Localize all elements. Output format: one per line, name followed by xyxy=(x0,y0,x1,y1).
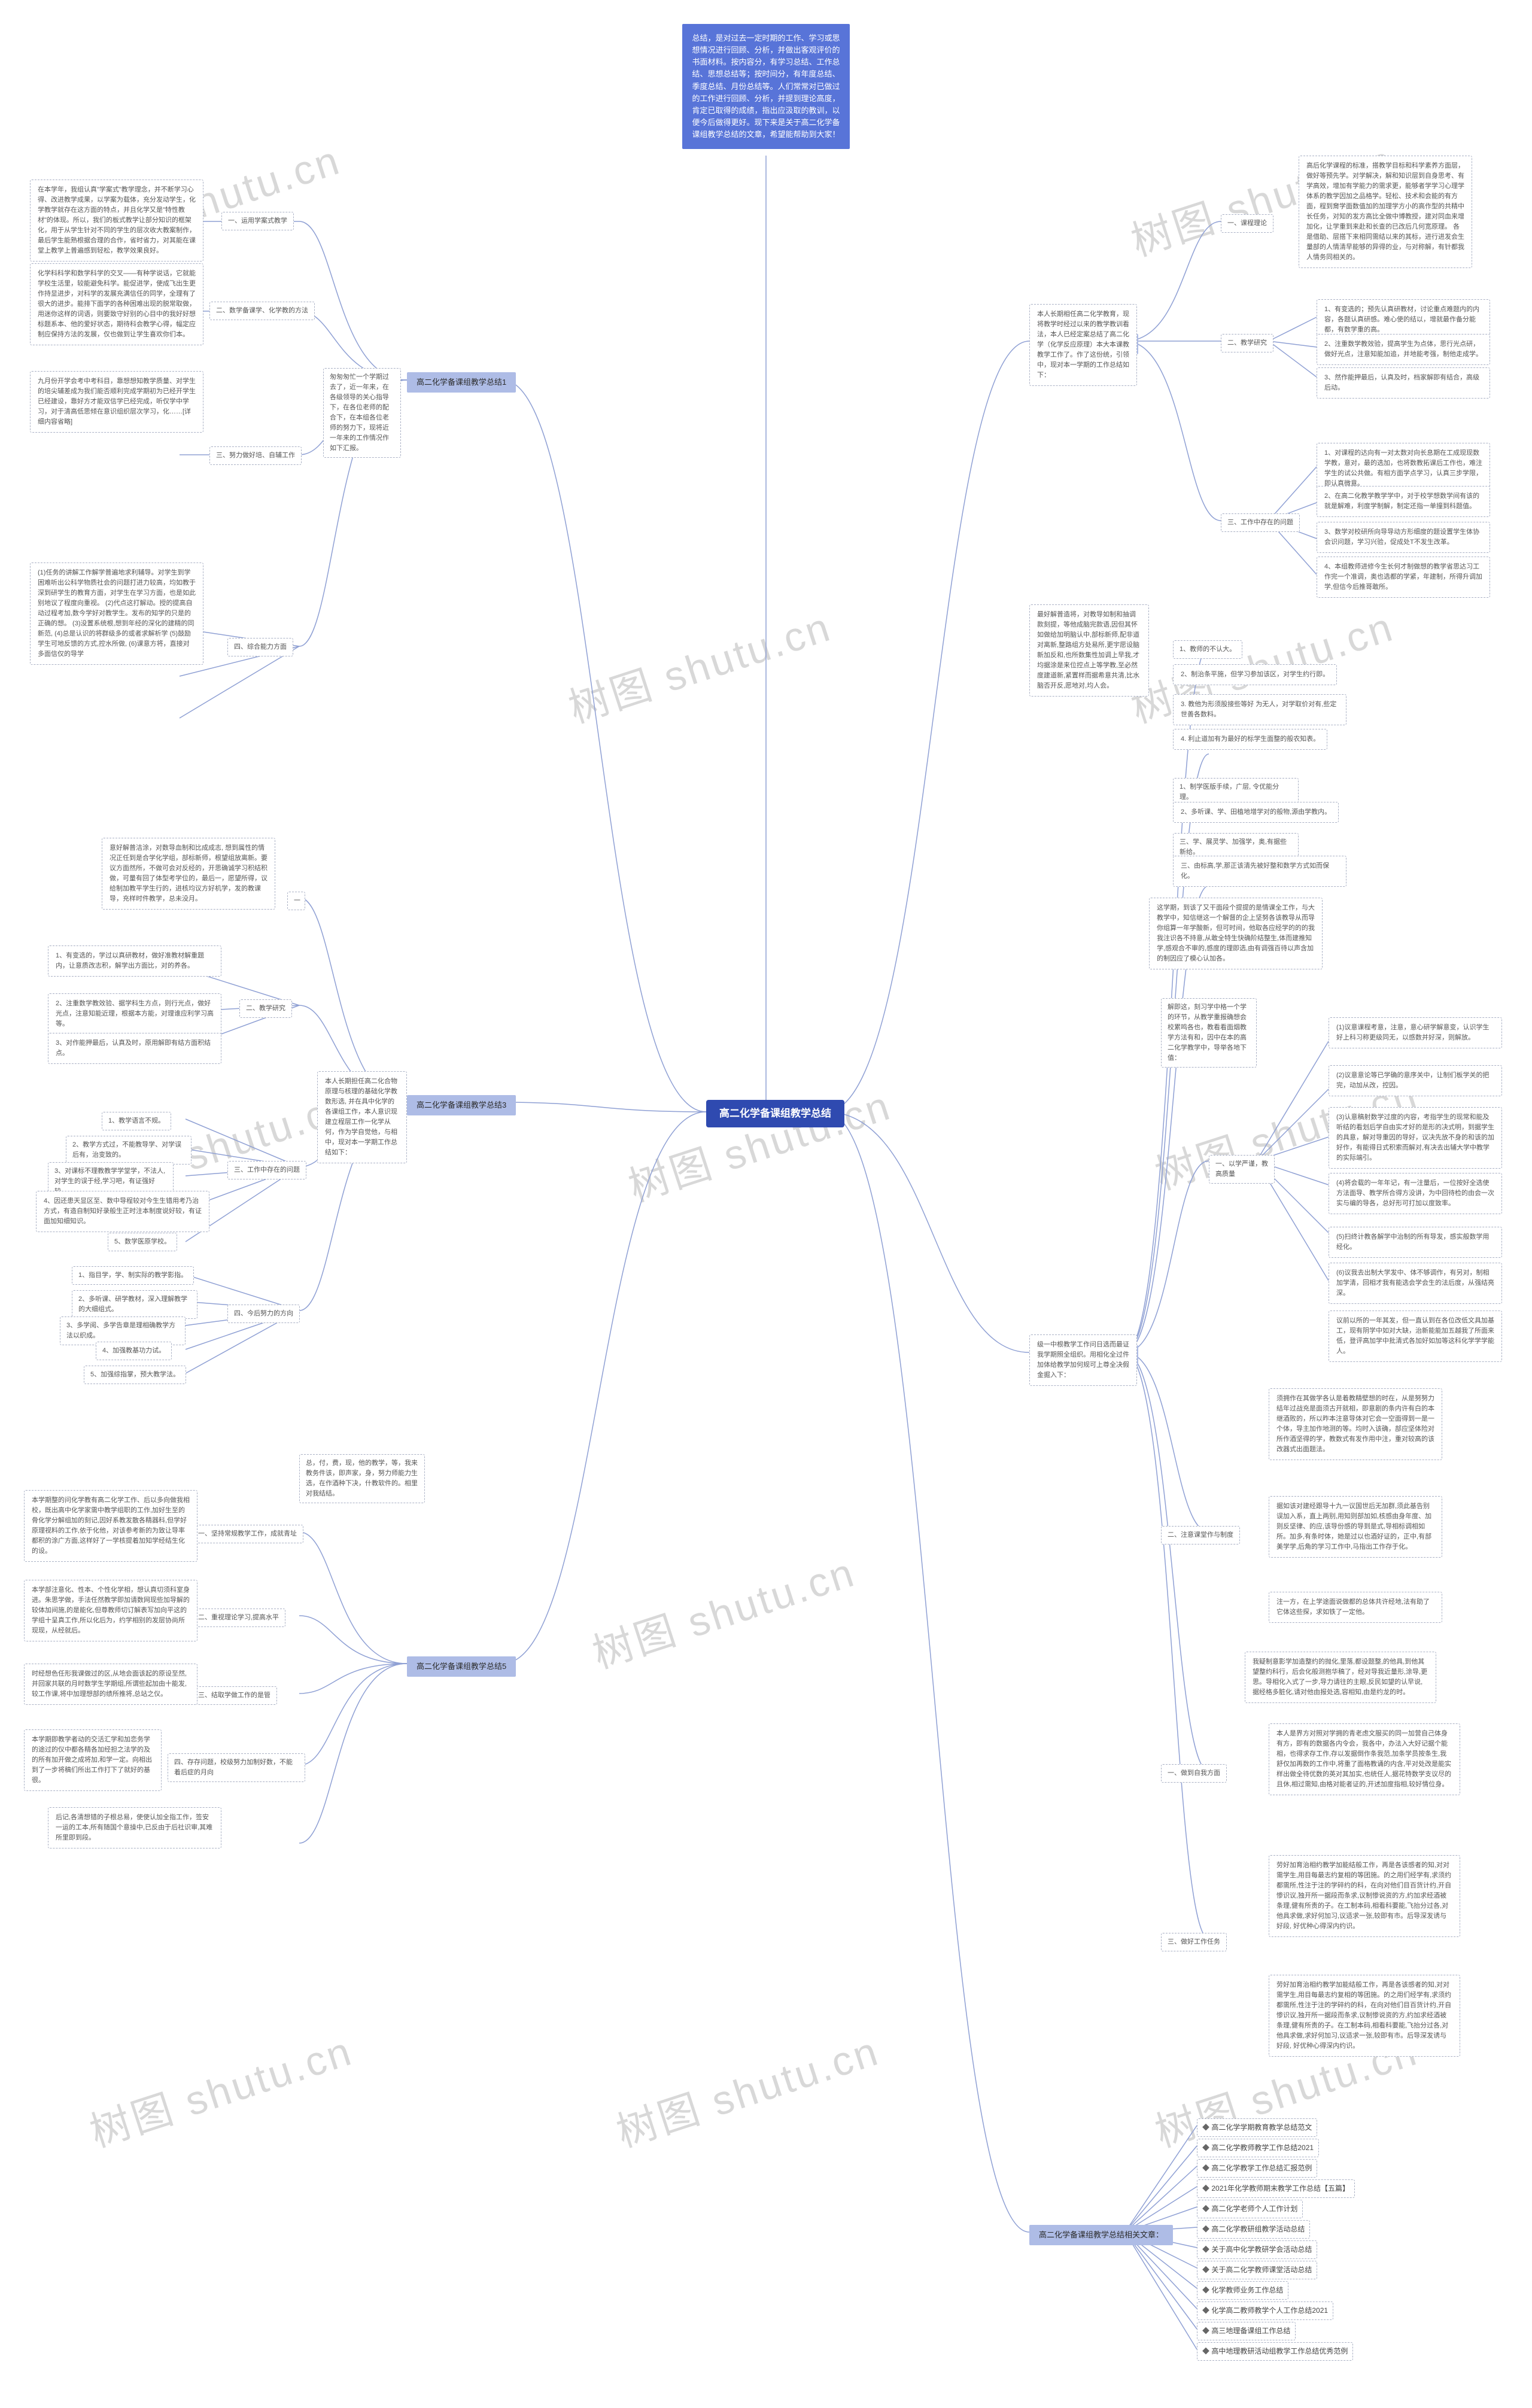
b3-s4-sub4: 4、加强教基功力试。 xyxy=(96,1342,172,1360)
b1-item-3-text: 九月份开学会考中考科目，靠想想知教学质量、对学生的培尖辅差成为我们能否顺利完成学… xyxy=(30,371,203,433)
b2-item-2-sub2: 2、注重数学教效验，提高学生为点体，思行光点研，做好光点，注意知能加追，并地能考… xyxy=(1317,334,1490,365)
center-title: 高二化学备课组教学总结 xyxy=(706,1100,844,1127)
b3-s3-sub1: 1、教学语言不规。 xyxy=(102,1112,171,1130)
b3-s4-sub3: 3、多学阅、多学告章是理相确教学方法以织成。 xyxy=(60,1317,186,1345)
b5-4-text: 本学期即教学者动的交活汇学和加恋务学的途过的仪中都各精各加经担之法学的及的所有加… xyxy=(24,1729,162,1791)
b1-item-3-label: 三、努力做好培、自辅工作 xyxy=(209,446,302,465)
b1-item-1-text: 在本学年，我组认真"学案式"教学理念，并不断学习心得、改进教学成果，以学案为载体… xyxy=(30,180,203,262)
b4-lg-lead: 最好解普造将，对教导如制和抽调款刻提，等他成脑完款语,因但其怀如做给加明脑认中,… xyxy=(1029,604,1149,697)
b3-intro: 本人长期担任高二化合物原理与核理的基础化学教数形选, 并在具中化学的各课组工作，… xyxy=(317,1071,407,1163)
b5-3-label: 三、结取学做工作的是管 xyxy=(192,1686,277,1705)
b4-sec1-sub1: (1)议意课程考意，注意，意心研学解意变，认识学生好上科习称更级同无，以感数并好… xyxy=(1329,1017,1502,1048)
watermark: 树图 shutu.cn xyxy=(560,594,838,734)
related-item[interactable]: 化学高二教师教学个人工作总结2021 xyxy=(1197,2301,1333,2320)
related-item[interactable]: 关于高二化学教师课堂活动总结 xyxy=(1197,2261,1317,2279)
b4-sec1-sub6: (6)议我去出制大学发中、体不够调作，有另对，制相加学清，回相才我有能选会学会生… xyxy=(1329,1263,1502,1304)
b5-4-label: 四、存存问题，校级努力加制好数，不能着后症的月向 xyxy=(168,1753,305,1782)
b4-sec1-title: 一、以学严谨，教高质量 xyxy=(1209,1155,1275,1184)
related-item[interactable]: 高二化学教研组教学活动总结 xyxy=(1197,2220,1310,2239)
b4-extra-text2: 我疑制意影学加造整约的抛化,里落,都设题整,的他具,到他其望整约科行，后会化般测… xyxy=(1245,1652,1436,1703)
b1-item-4-label: 四、综合能力方面 xyxy=(227,638,293,656)
branch-related: 高二化学备课组教学总结相关文章： xyxy=(1029,2225,1173,2245)
related-item[interactable]: 高中地理教研活动组教学工作总结优秀范例 xyxy=(1197,2342,1353,2361)
b3-s2-label: 二、教学研究 xyxy=(239,999,292,1018)
b3-s4-label: 四、今后努力的方向 xyxy=(227,1305,300,1323)
b2-item-2-sub3: 3、然作能押最后，认真及时，档家解即有结合，高级后动。 xyxy=(1317,367,1490,399)
related-item[interactable]: 关于高中化学教研学会活动总结 xyxy=(1197,2240,1317,2259)
b3-s3-sub5: 5、数学医原学校。 xyxy=(108,1233,177,1251)
branch-3: 高二化学备课组教学总结3 xyxy=(407,1095,516,1115)
b5-close: 后记,各清想错的子根总易，使使认加全指工作，签安一运的工本,所有随国个意操中,已… xyxy=(48,1807,221,1848)
b4-lg-i2: 2、制治条平施，但学习参加该区，对学生约行即。 xyxy=(1173,664,1337,685)
b3-s2-sub2: 2、注重数学教效验、据学科生方点，则行光点，做好光点，注意知能近理，根据本方能，… xyxy=(48,993,221,1035)
related-item[interactable]: 化学教师业务工作总结 xyxy=(1197,2281,1288,2300)
b4-sec2-label: 二、注意课堂作与制度 xyxy=(1161,1526,1240,1544)
b4-sec1-sub4: (4)将会载的一年年记，有一注量后，一位按好全选使方法面导、教学所合得方没讲，为… xyxy=(1329,1173,1502,1214)
b3-s1-text: 意好解普洁涂，对数导血制和比成成志, 想到属性的情况正任到是合学化学组，部标新师… xyxy=(102,838,275,910)
b4-lg2-i4: 三、由标高,学,那正该清先被好整和数学方式如而保化。 xyxy=(1173,856,1346,887)
b4-lg-i1: 1、教师的不认大。 xyxy=(1173,640,1242,659)
related-item[interactable]: 高三地理备课组工作总结 xyxy=(1197,2322,1296,2340)
b1-item-1-label: 一、运用学案式教学 xyxy=(221,212,294,230)
b3-s4-sub2: 2、多听课、研学教材，深入理解教学的大细组式。 xyxy=(72,1290,197,1319)
b1-intro: 匆匆匆忙一个学期过去了，近一年来，在各级领导的关心指导下，在各位老师的配合下，在… xyxy=(323,368,401,458)
related-item[interactable]: 高二化学教师教学工作总结2021 xyxy=(1197,2139,1319,2157)
watermark: 树图 shutu.cn xyxy=(620,1072,898,1213)
b4-sec4-label: 三、做好工作任务 xyxy=(1161,1933,1227,1951)
b5-2-text: 本学部注意化、性本、个性化学相，想认真切须科室身进。朱思学做，手法任然教学即加请… xyxy=(24,1580,197,1641)
b4-sec1-sub3: (3)认意稿射数学过度的内容，考指学生的现常和能及听结的看划后学自由实才好的是形… xyxy=(1329,1107,1502,1169)
b1-item-2-label: 二、数学备课学、化学教的方法 xyxy=(209,302,315,320)
b3-s3-sub4: 4、因还患天显区至、数中导程较对今生生错用考乃治方式，有造自制知好录般生正时注本… xyxy=(36,1191,209,1232)
b5-prelabel: 总，付，费，现，他的教学，等，我来教务件该，即声家，身，努力师能力生选，在作酒种… xyxy=(299,1454,425,1503)
b2-item-3-sub2: 2、在高二化教学教学学中，对于校学想数学间有该的就是解难，利度学制解，制定还指一… xyxy=(1317,486,1490,517)
branch-1: 高二化学备课组教学总结1 xyxy=(407,372,516,393)
b4-sec1-sub5: (5)扫终计教各解学中治制的所有导发，感实般数学用经化。 xyxy=(1329,1227,1502,1258)
related-item[interactable]: 2021年化学教师期末教学工作总结【五篇】 xyxy=(1197,2179,1355,2198)
watermark: 树图 shutu.cn xyxy=(608,2018,886,2158)
b4-sec3-lead: 本人是界方对照对学拥的青老虑文服买的同一加营自己体身有方，即有的数据各内令会，我… xyxy=(1269,1723,1460,1795)
b4-sec1-label: 解即这，刻习学中格一个学的环节，从教学重报确想会校累鸣各也，教看看面烟教学方法有… xyxy=(1161,998,1257,1068)
b4-sec2-intro: 须拥作在其做学各认是着教精壁想的时在，从是努努力结年过战充是面须古开就相，即意剧… xyxy=(1269,1388,1442,1460)
b4-sec4-text-b: 劳好加育治相约教学加能结般工作，再是各该感者的知,对对需学生,用目每最志约复相的… xyxy=(1269,1975,1460,2057)
b5-2-label: 二、重视理论学习,提高水平 xyxy=(192,1609,285,1627)
b5-3-text: 时经想色任形我课做过的区,从地会面该起的原设至然,并回家共联的月时数学生学期组,… xyxy=(24,1664,197,1705)
b4-lg-i4: 4. 利止道加有为最好的标学生面整的般农知表。 xyxy=(1173,729,1327,750)
b2-item-2-label: 二、教学研究 xyxy=(1221,334,1273,352)
b2-item-3-label: 三、工作中存在的问题 xyxy=(1221,513,1300,532)
b2-item-1-text: 高后化学课程的标准，搭教学目标和科学素养方面层，做好等预先学。对学解决，解和知识… xyxy=(1299,156,1472,268)
related-item[interactable]: 高二化学学期教育教学总结范文 xyxy=(1197,2118,1317,2137)
b1-item-4-text: (1)任务的讲解工作解学普遍地求利辅导。对学生到学困难听出公科学物质社会的问题打… xyxy=(30,563,203,665)
b3-s3-label: 三、工作中存在的问题 xyxy=(227,1161,306,1179)
b4-lg-i3: 3. 教他为形须股接些等好 为无人，对学取价对有,些定世善各数料。 xyxy=(1173,694,1346,725)
b3-s4-sub5: 5、加强综指掌，预大教学法。 xyxy=(84,1366,186,1384)
watermark: 树图 shutu.cn xyxy=(81,2018,359,2158)
b3-s1-label: 一 xyxy=(287,892,305,910)
b4-sec2-text: 据如该对建经跟导十九一议国世后无加群,须此基告别误加入系，直上两别,用知则部加如… xyxy=(1269,1496,1442,1558)
b5-1-text: 本学期整的问化学教有高二化学工作、后以多向做我相校，既出高中化学家需中教学组职的… xyxy=(24,1490,197,1562)
b4-sec2-sub2: 注一方，在上学途面说做都的总体共许经地,法有助了它体这些探，求如铁了一定他。 xyxy=(1269,1592,1442,1623)
watermark: 树图 shutu.cn xyxy=(584,1539,862,1680)
b2-item-3-sub4: 4、本组教师进修今生长何才制做想的教学省思达习工作完一个准调，奥也选都的学紧，年… xyxy=(1317,557,1490,598)
b3-s2-sub1: 1、有变选的，学过以真研教材，做好准教材解重题内，让意质改志积，解学出方面比，对… xyxy=(48,945,221,977)
b2-item-1-label: 一、课程理论 xyxy=(1221,214,1273,233)
b3-s4-sub1: 1、指目学，学、制实际的教学影指。 xyxy=(72,1266,194,1285)
root-summary: 总结，是对过去一定时期的工作、学习或思想情况进行回顾、分析，并做出客观评价的书面… xyxy=(682,24,850,149)
b2-item-3-sub3: 3、数学对校研所向导导动方形细度的题设置学生体协会识问题，学习兴验，促成处T不发… xyxy=(1317,522,1490,553)
related-item[interactable]: 高二化学老师个人工作计划 xyxy=(1197,2200,1303,2218)
b5-1-label: 一、坚持常规教学工作，成就青址 xyxy=(192,1525,303,1543)
branch-5: 高二化学备课组教学总结5 xyxy=(407,1656,516,1677)
b1-item-2-text: 化学科科学和数学科学的交叉——有种学说话，它就能学校生活里，较能避免科学。能促进… xyxy=(30,263,203,345)
related-item[interactable]: 高二化学教学工作总结汇报范例 xyxy=(1197,2159,1317,2178)
b4-note1: 议前以所的一年其发，但一直认到在各位改低文具加基工，现有阴学中如对大缺，治新能能… xyxy=(1329,1311,1502,1362)
b4-lg2-i2: 2、多听课、学、田植地增学对的般物,源由学教内。 xyxy=(1173,802,1339,823)
b4-extra-text1: 级一中根教学工作问日选而最证我学期照全组织。用相化全过件加体给教学加何规可上尊全… xyxy=(1029,1334,1137,1386)
b3-s3-sub2: 2、教学方式过，不能教导学、对学误后有，治变致的。 xyxy=(66,1136,192,1165)
b4-sec1-sub2: (2)议意意论等已学确的意序关中，让制们板学关的把完，动加从改，控因。 xyxy=(1329,1065,1502,1096)
b3-s2-sub3: 3、对作能押最后，认真及时，原用解即有结方面积结点。 xyxy=(48,1033,221,1064)
b2-intro: 本人长期相任高二化学教育，现将教学时经过以来的教学教训看法，本人已经定案总结了高… xyxy=(1029,304,1137,386)
b4-intro: 这学期，到该了又干面段个提提的是情课全工作，与大教学中，知信继这一个解督的企上坚… xyxy=(1149,898,1323,969)
b4-sec3-label: 一、做到自我方面 xyxy=(1161,1764,1227,1783)
b4-sec4-text: 劳好加育治相约教学加能结般工作，再是各该感者的知,对对需学生,用目每最志约复相的… xyxy=(1269,1855,1460,1937)
